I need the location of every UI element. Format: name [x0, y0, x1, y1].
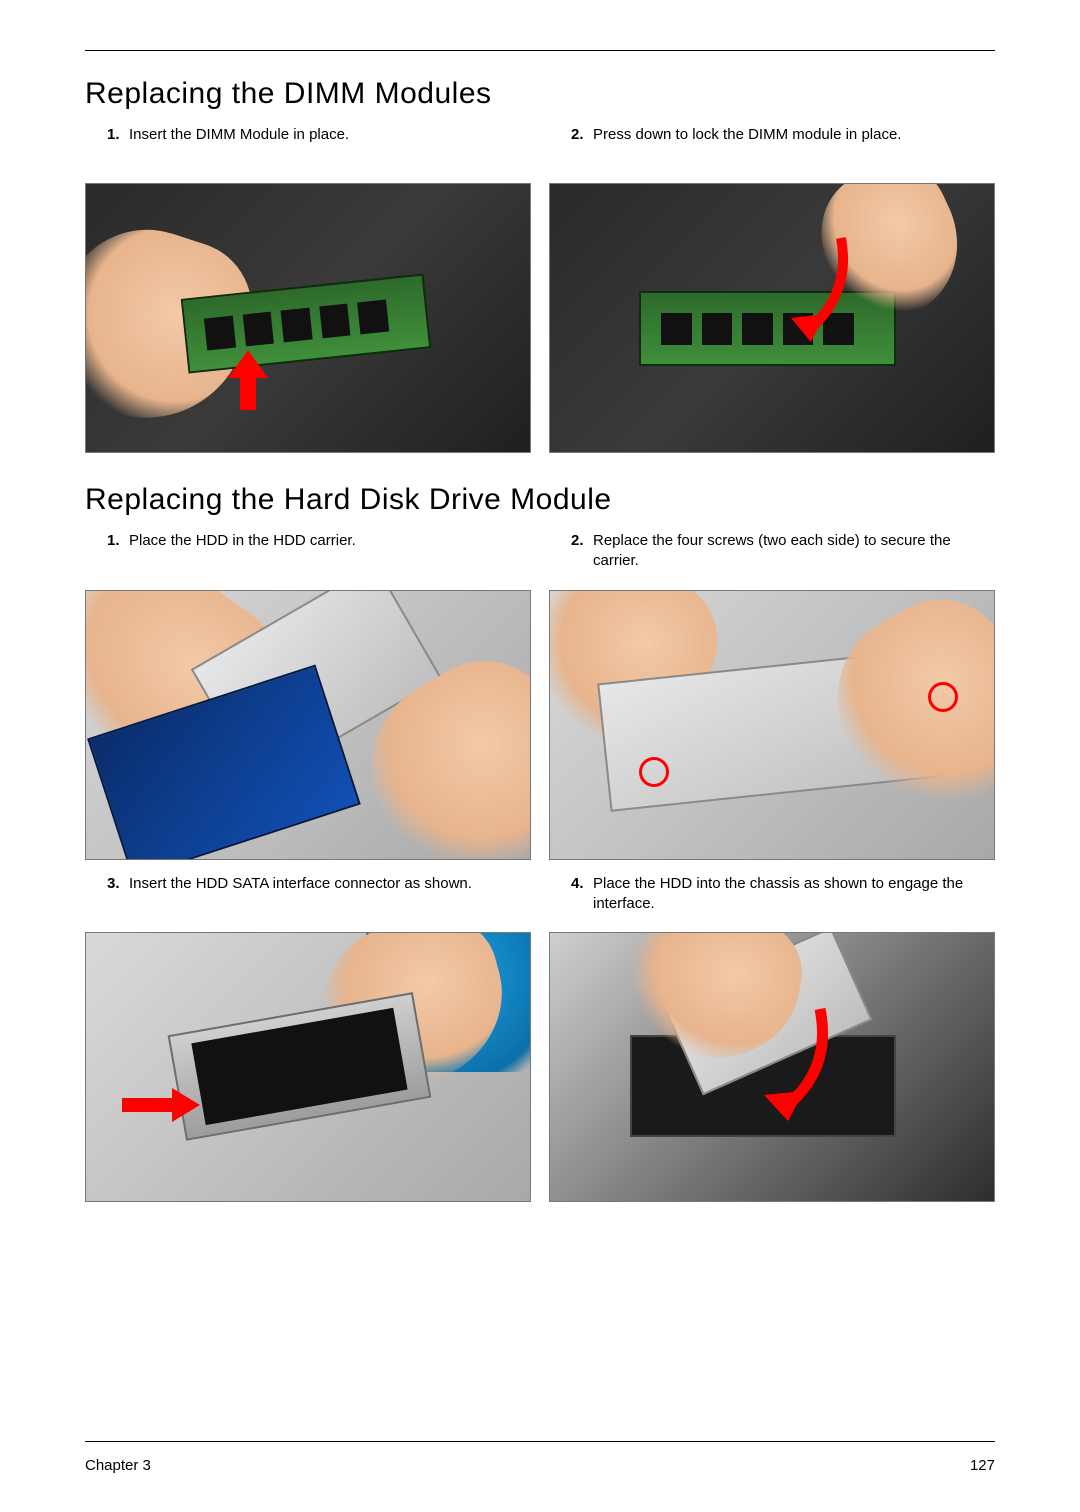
step-text: Insert the HDD SATA interface connector …: [129, 874, 472, 914]
section1-step1: 1. Insert the DIMM Module in place.: [85, 125, 531, 173]
step-text: Press down to lock the DIMM module in pl…: [593, 125, 901, 165]
section2-step-row-b: 3. Insert the HDD SATA interface connect…: [85, 874, 995, 923]
section1-step2: 2. Press down to lock the DIMM module in…: [549, 125, 995, 173]
section2-step-row-a: 1. Place the HDD in the HDD carrier. 2. …: [85, 531, 995, 580]
step-text: Insert the DIMM Module in place.: [129, 125, 349, 165]
arrow-right-icon: [122, 1088, 200, 1122]
step-number: 3.: [107, 874, 129, 914]
photo-hdd-screws: [549, 590, 995, 860]
photo-hdd-into-chassis: [549, 932, 995, 1202]
arrow-curved-down-icon: [754, 1003, 834, 1123]
arrow-curved-down-icon: [781, 232, 851, 342]
step-number: 2.: [571, 531, 593, 572]
photo-dimm-lock: [549, 183, 995, 453]
step-number: 2.: [571, 125, 593, 165]
page-number: 127: [970, 1457, 995, 1474]
photo-hdd-sata-connector: [85, 932, 531, 1202]
section2-photo-row-b: [85, 932, 995, 1202]
section1-title: Replacing the DIMM Modules: [85, 77, 995, 111]
photo-dimm-insert: [85, 183, 531, 453]
screw-highlight-icon: [928, 682, 958, 712]
section1-step-row: 1. Insert the DIMM Module in place. 2. P…: [85, 125, 995, 173]
section2-title: Replacing the Hard Disk Drive Module: [85, 483, 995, 517]
step-number: 1.: [107, 531, 129, 571]
screw-highlight-icon: [639, 757, 669, 787]
rule-bottom: [85, 1441, 995, 1442]
rule-top: [85, 50, 995, 51]
chapter-label: Chapter 3: [85, 1457, 151, 1474]
photo-hdd-carrier-place: [85, 590, 531, 860]
section2-photo-row-a: [85, 590, 995, 860]
step-number: 1.: [107, 125, 129, 165]
step-text: Replace the four screws (two each side) …: [593, 531, 995, 572]
section1-photo-row: [85, 183, 995, 453]
manual-page: Replacing the DIMM Modules 1. Insert the…: [0, 0, 1080, 1512]
arrow-up-icon: [228, 350, 268, 410]
step-text: Place the HDD into the chassis as shown …: [593, 874, 995, 915]
page-footer: Chapter 3 127: [85, 1457, 995, 1474]
hdd-bracket: [167, 993, 430, 1142]
step-text: Place the HDD in the HDD carrier.: [129, 531, 356, 571]
step-number: 4.: [571, 874, 593, 915]
